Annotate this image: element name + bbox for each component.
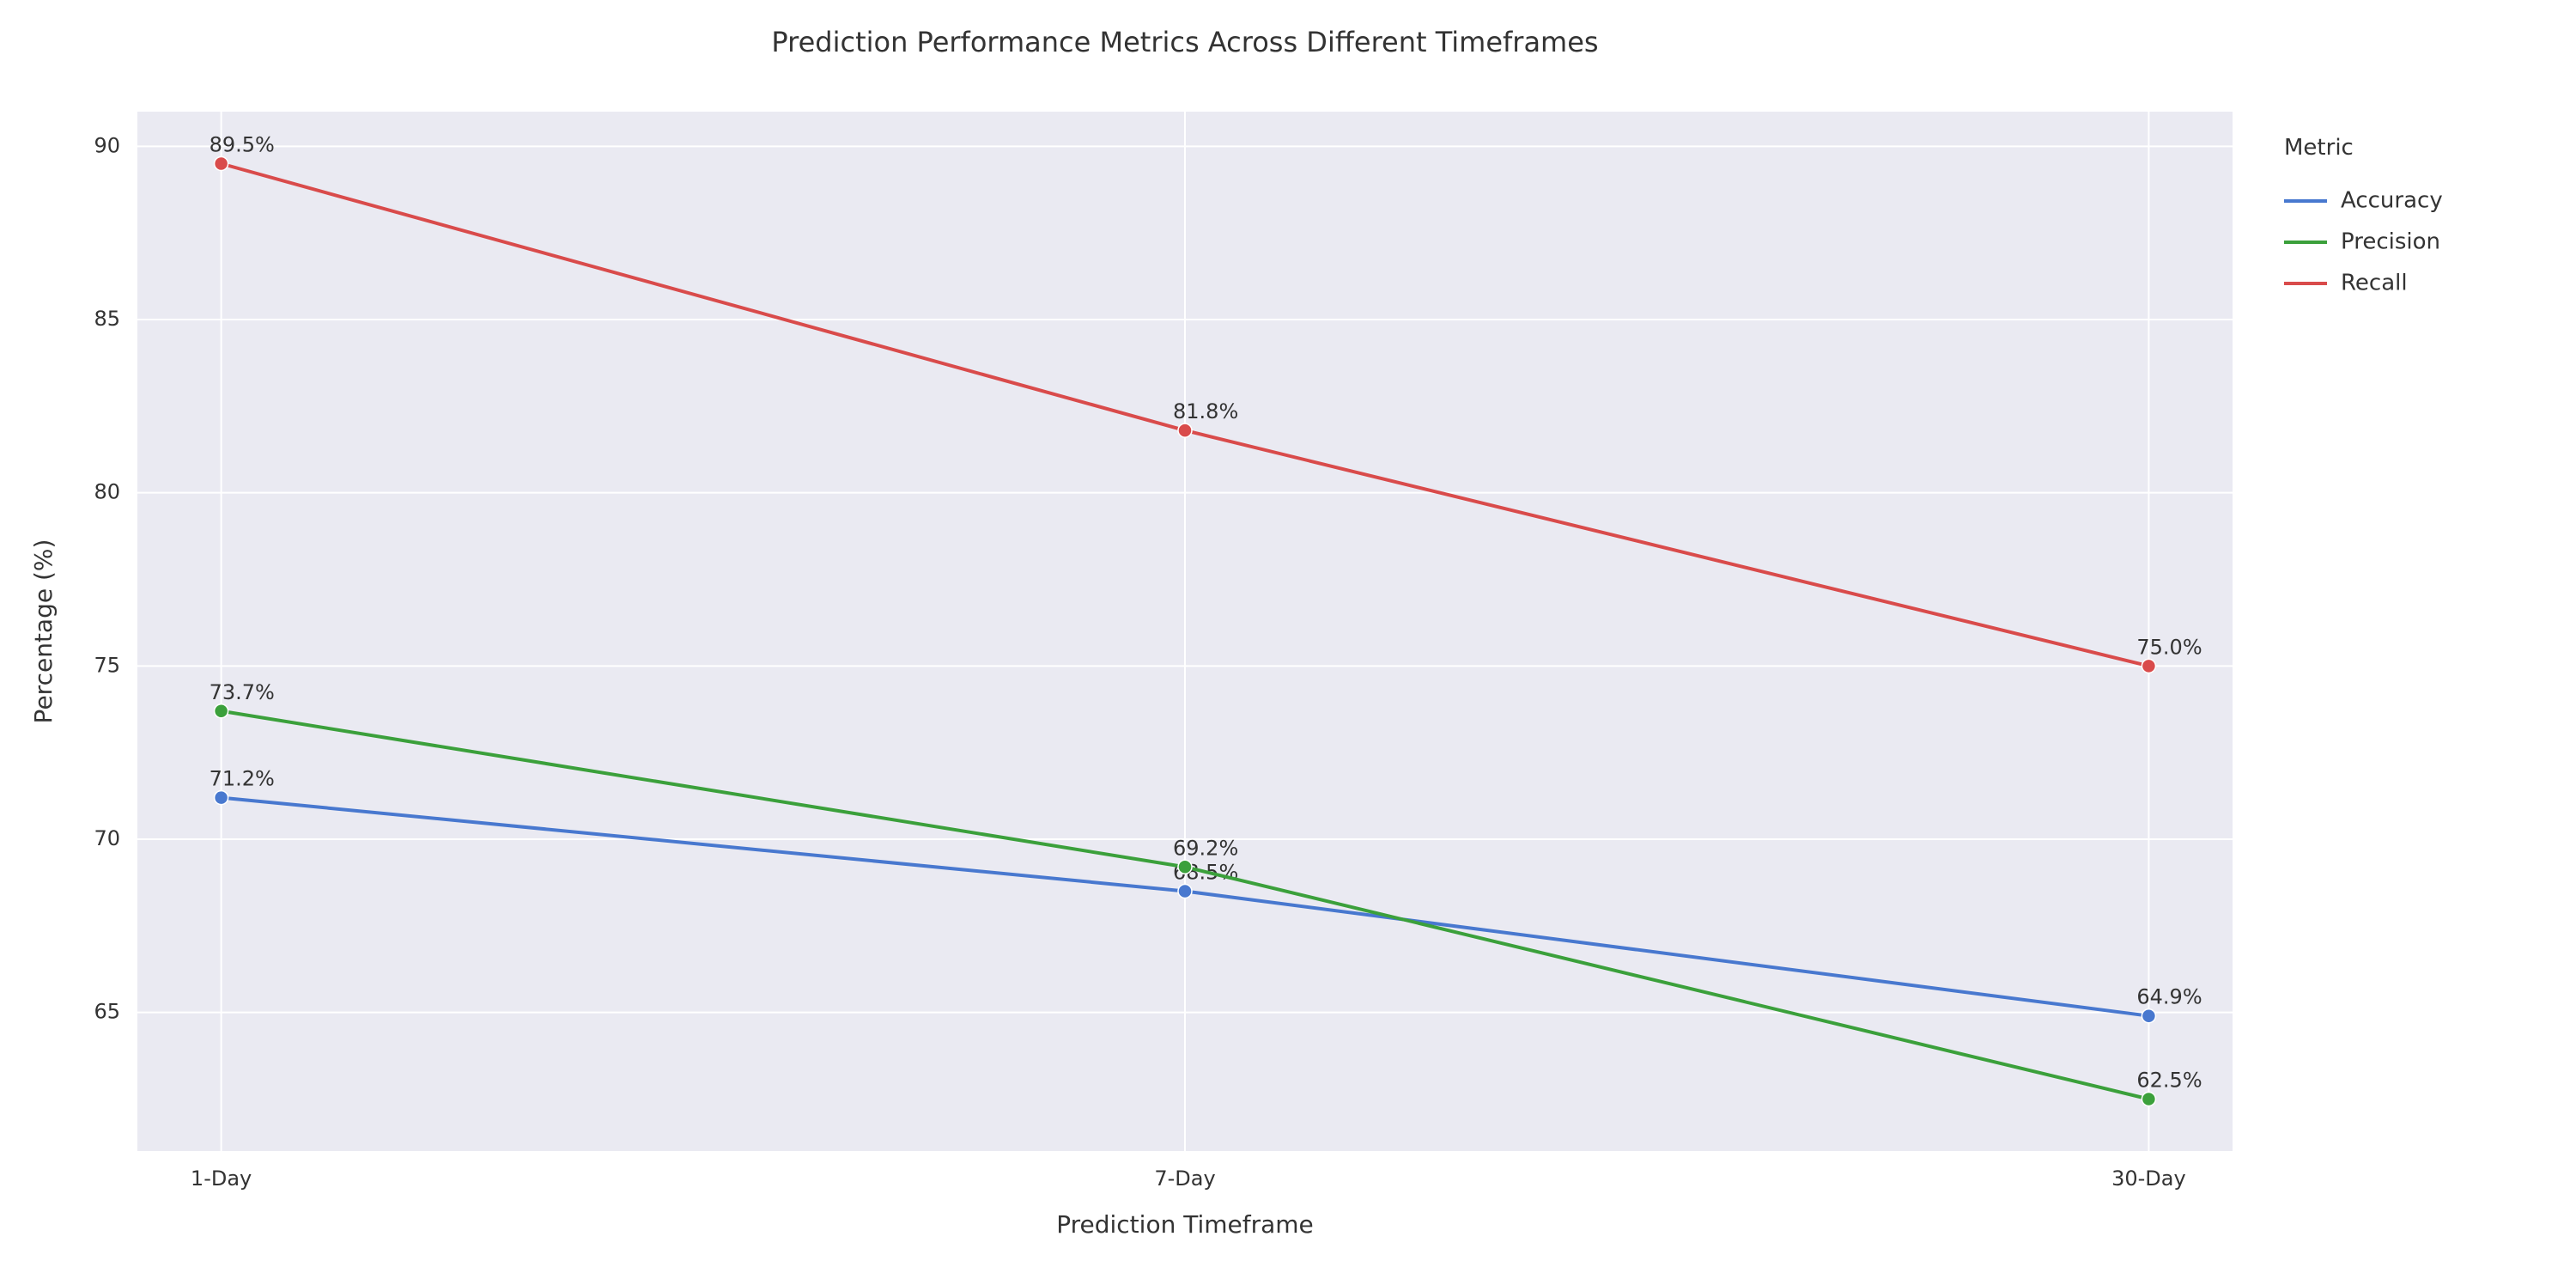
- series-marker: [215, 704, 228, 718]
- x-axis-label: Prediction Timeframe: [1056, 1210, 1314, 1239]
- legend-label: Recall: [2341, 271, 2408, 296]
- series-marker: [215, 157, 228, 171]
- series-marker: [1178, 860, 1192, 874]
- point-label: 73.7%: [210, 680, 275, 704]
- point-label: 62.5%: [2136, 1069, 2202, 1093]
- chart-container: 65 70 75 80 85 90 1-Day 7-Day 30-Day Prediction T…: [0, 0, 2576, 1273]
- series-marker: [2142, 659, 2155, 673]
- x-tick-label: 1-Day: [191, 1166, 252, 1191]
- point-label: 69.2%: [1173, 836, 1238, 860]
- y-tick-label: 80: [94, 480, 120, 504]
- series-marker: [1178, 423, 1192, 437]
- y-tick-label: 90: [94, 133, 120, 157]
- series-marker: [1178, 885, 1192, 898]
- series-marker: [215, 791, 228, 805]
- performance-chart: 65 70 75 80 85 90 1-Day 7-Day 30-Day Prediction T…: [0, 0, 2576, 1273]
- point-label: 81.8%: [1173, 399, 1238, 423]
- x-tick-label: 7-Day: [1154, 1166, 1215, 1191]
- series-marker: [2142, 1009, 2155, 1023]
- legend-label: Accuracy: [2341, 188, 2443, 214]
- x-tick-label: 30-Day: [2111, 1166, 2186, 1191]
- point-label: 64.9%: [2136, 985, 2202, 1009]
- y-tick-label: 65: [94, 1000, 120, 1024]
- y-tick-label: 85: [94, 307, 120, 331]
- legend-title: Metric: [2284, 135, 2354, 161]
- series-marker: [2142, 1093, 2155, 1106]
- legend: Metric Accuracy Precision Recall: [2284, 135, 2443, 296]
- y-tick-label: 75: [94, 653, 120, 677]
- y-tick-label: 70: [94, 826, 120, 850]
- point-label: 75.0%: [2136, 635, 2202, 659]
- point-label: 89.5%: [210, 133, 275, 157]
- chart-title: Prediction Performance Metrics Across Di…: [771, 26, 1598, 58]
- point-label: 71.2%: [210, 767, 275, 791]
- y-axis-label: Percentage (%): [29, 539, 58, 724]
- legend-label: Precision: [2341, 229, 2440, 255]
